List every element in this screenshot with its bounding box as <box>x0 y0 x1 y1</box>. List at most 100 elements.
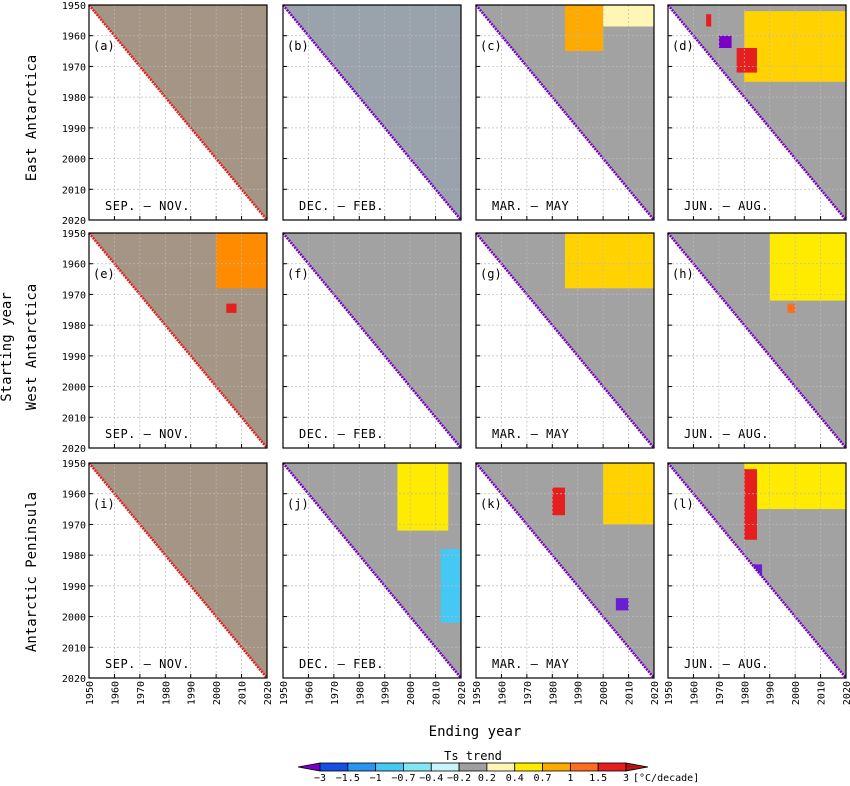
warm-patch <box>706 14 712 27</box>
warm-patch <box>397 463 449 531</box>
row-label-east-antarctica: East Antarctica <box>24 55 40 181</box>
warm-patch <box>603 5 654 27</box>
panel-label: (i) <box>93 497 115 511</box>
x-tick-label: 1950 <box>664 681 675 705</box>
colorbar-tick-label: −0.2 <box>447 773 471 784</box>
colorbar-title: Ts trend <box>444 749 502 763</box>
x-tick-label: 1950 <box>85 681 96 705</box>
y-tick-label: 1950 <box>62 229 86 240</box>
warm-patch <box>565 233 654 289</box>
y-tick-label: 2000 <box>62 383 86 394</box>
x-tick-label: 1990 <box>574 681 585 705</box>
x-tick-label: 1970 <box>330 681 341 705</box>
x-tick-label: 1960 <box>304 681 315 705</box>
y-tick-label: 1970 <box>62 520 86 531</box>
panel-l: (l) JUN. – AUG. 1950 1960 1970 1980 1990 2000 20… <box>664 462 850 705</box>
colorbar-box <box>403 762 432 772</box>
panel-d: (d) JUN. – AUG. <box>667 4 847 221</box>
colorbar-tick-label: −1 <box>370 773 382 784</box>
season-label: SEP. – NOV. <box>105 199 190 213</box>
x-tick-label: 2000 <box>212 681 223 705</box>
season-label: JUN. – AUG. <box>684 427 769 441</box>
panel-label: (l) <box>672 497 694 511</box>
cool-patch <box>615 598 629 611</box>
panel-frame <box>282 232 462 449</box>
season-label: MAR. – MAY <box>492 657 570 671</box>
colorbar-tick-label: −0.4 <box>419 773 443 784</box>
diagonal-edge <box>667 462 847 679</box>
season-label: MAR. – MAY <box>492 199 570 213</box>
panel-g: (g) MAR. – MAY <box>475 232 655 449</box>
panel-label: (c) <box>480 39 502 53</box>
x-tick-label: 2020 <box>457 681 468 705</box>
panel-label: (b) <box>287 39 309 53</box>
colorbar-unit: [°C/decade] <box>633 773 699 784</box>
x-tick-label: 1990 <box>381 681 392 705</box>
panel-frame <box>88 4 268 221</box>
y-tick-label: 1980 <box>62 321 86 332</box>
y-tick-label: 1950 <box>62 1 86 12</box>
x-tick-label: 1990 <box>766 681 777 705</box>
x-tick-label: 1960 <box>689 681 700 705</box>
panel-k: (k) MAR. – MAY 1950 1960 1970 1980 1990 2000 201… <box>472 462 661 705</box>
diagonal-edge <box>282 232 462 449</box>
warm-patch <box>226 303 237 313</box>
panel-label: (e) <box>93 267 115 281</box>
y-tick-label: 1960 <box>62 32 86 43</box>
x-tick-label: 1970 <box>136 681 147 705</box>
panel-h: (h) JUN. – AUG. <box>667 232 847 449</box>
y-tick-label: 1960 <box>62 260 86 271</box>
colorbar-tick-label: 3 <box>623 773 629 784</box>
y-tick-label: 2010 <box>62 643 86 654</box>
y-tick-label: 1970 <box>62 290 86 301</box>
diagonal-edge <box>282 462 462 679</box>
panel-label: (d) <box>672 39 694 53</box>
warm-patch <box>769 233 846 301</box>
panel-frame <box>282 4 462 221</box>
diagonal-edge <box>282 4 462 221</box>
x-tick-label: 2010 <box>817 681 828 705</box>
colorbar-arrow-low <box>297 762 321 772</box>
y-tick-label: 2010 <box>62 185 86 196</box>
panel-e: (e) SEP. – NOV. 1950 1960 1970 1980 1990 2000 20… <box>62 229 268 455</box>
y-tick-label: 2000 <box>62 613 86 624</box>
panel-label: (g) <box>480 267 502 281</box>
panel-frame <box>667 232 847 449</box>
colorbar-tick-label: −3 <box>314 773 326 784</box>
panel-i: (i) SEP. – NOV. 1950 1960 1970 1980 1990 2000 20… <box>62 459 274 705</box>
diagonal-edge <box>667 4 847 221</box>
cool-patch <box>718 35 732 48</box>
y-tick-label: 1990 <box>62 582 86 593</box>
x-tick-label: 1970 <box>715 681 726 705</box>
panel-frame <box>282 462 462 679</box>
x-tick-label: 2020 <box>842 681 850 705</box>
colorbar-box <box>486 762 516 772</box>
y-tick-label: 1980 <box>62 93 86 104</box>
panel-label: (k) <box>480 497 502 511</box>
cool-patch <box>440 549 461 623</box>
y-tick-label: 1990 <box>62 352 86 363</box>
colorbar-box <box>430 762 460 772</box>
y-tick-label: 2000 <box>62 155 86 166</box>
x-tick-label: 2020 <box>650 681 661 705</box>
diagonal-edge <box>88 232 268 449</box>
colorbar-tick-label: 0.7 <box>534 773 552 784</box>
colorbar-arrow-high <box>625 762 649 772</box>
x-tick-label: 1950 <box>472 681 483 705</box>
panel-frame <box>667 462 847 679</box>
colorbar-box <box>514 762 543 772</box>
x-tick-label: 2010 <box>625 681 636 705</box>
panel-c: (c) MAR. – MAY <box>475 4 655 221</box>
colorbar-tick-label: −1.5 <box>336 773 360 784</box>
panel-label: (j) <box>287 497 309 511</box>
panel-frame <box>88 462 268 679</box>
panel-b: (b) DEC. – FEB. <box>282 4 462 221</box>
y-axis-label: Starting year <box>0 292 15 402</box>
panel-label: (a) <box>93 39 115 53</box>
colorbar-box <box>542 762 571 772</box>
y-tick-label: 2020 <box>62 674 86 685</box>
x-tick-label: 2010 <box>238 681 249 705</box>
colorbar-box <box>597 762 627 772</box>
row-label-west-antarctica: West Antarctica <box>24 284 40 410</box>
